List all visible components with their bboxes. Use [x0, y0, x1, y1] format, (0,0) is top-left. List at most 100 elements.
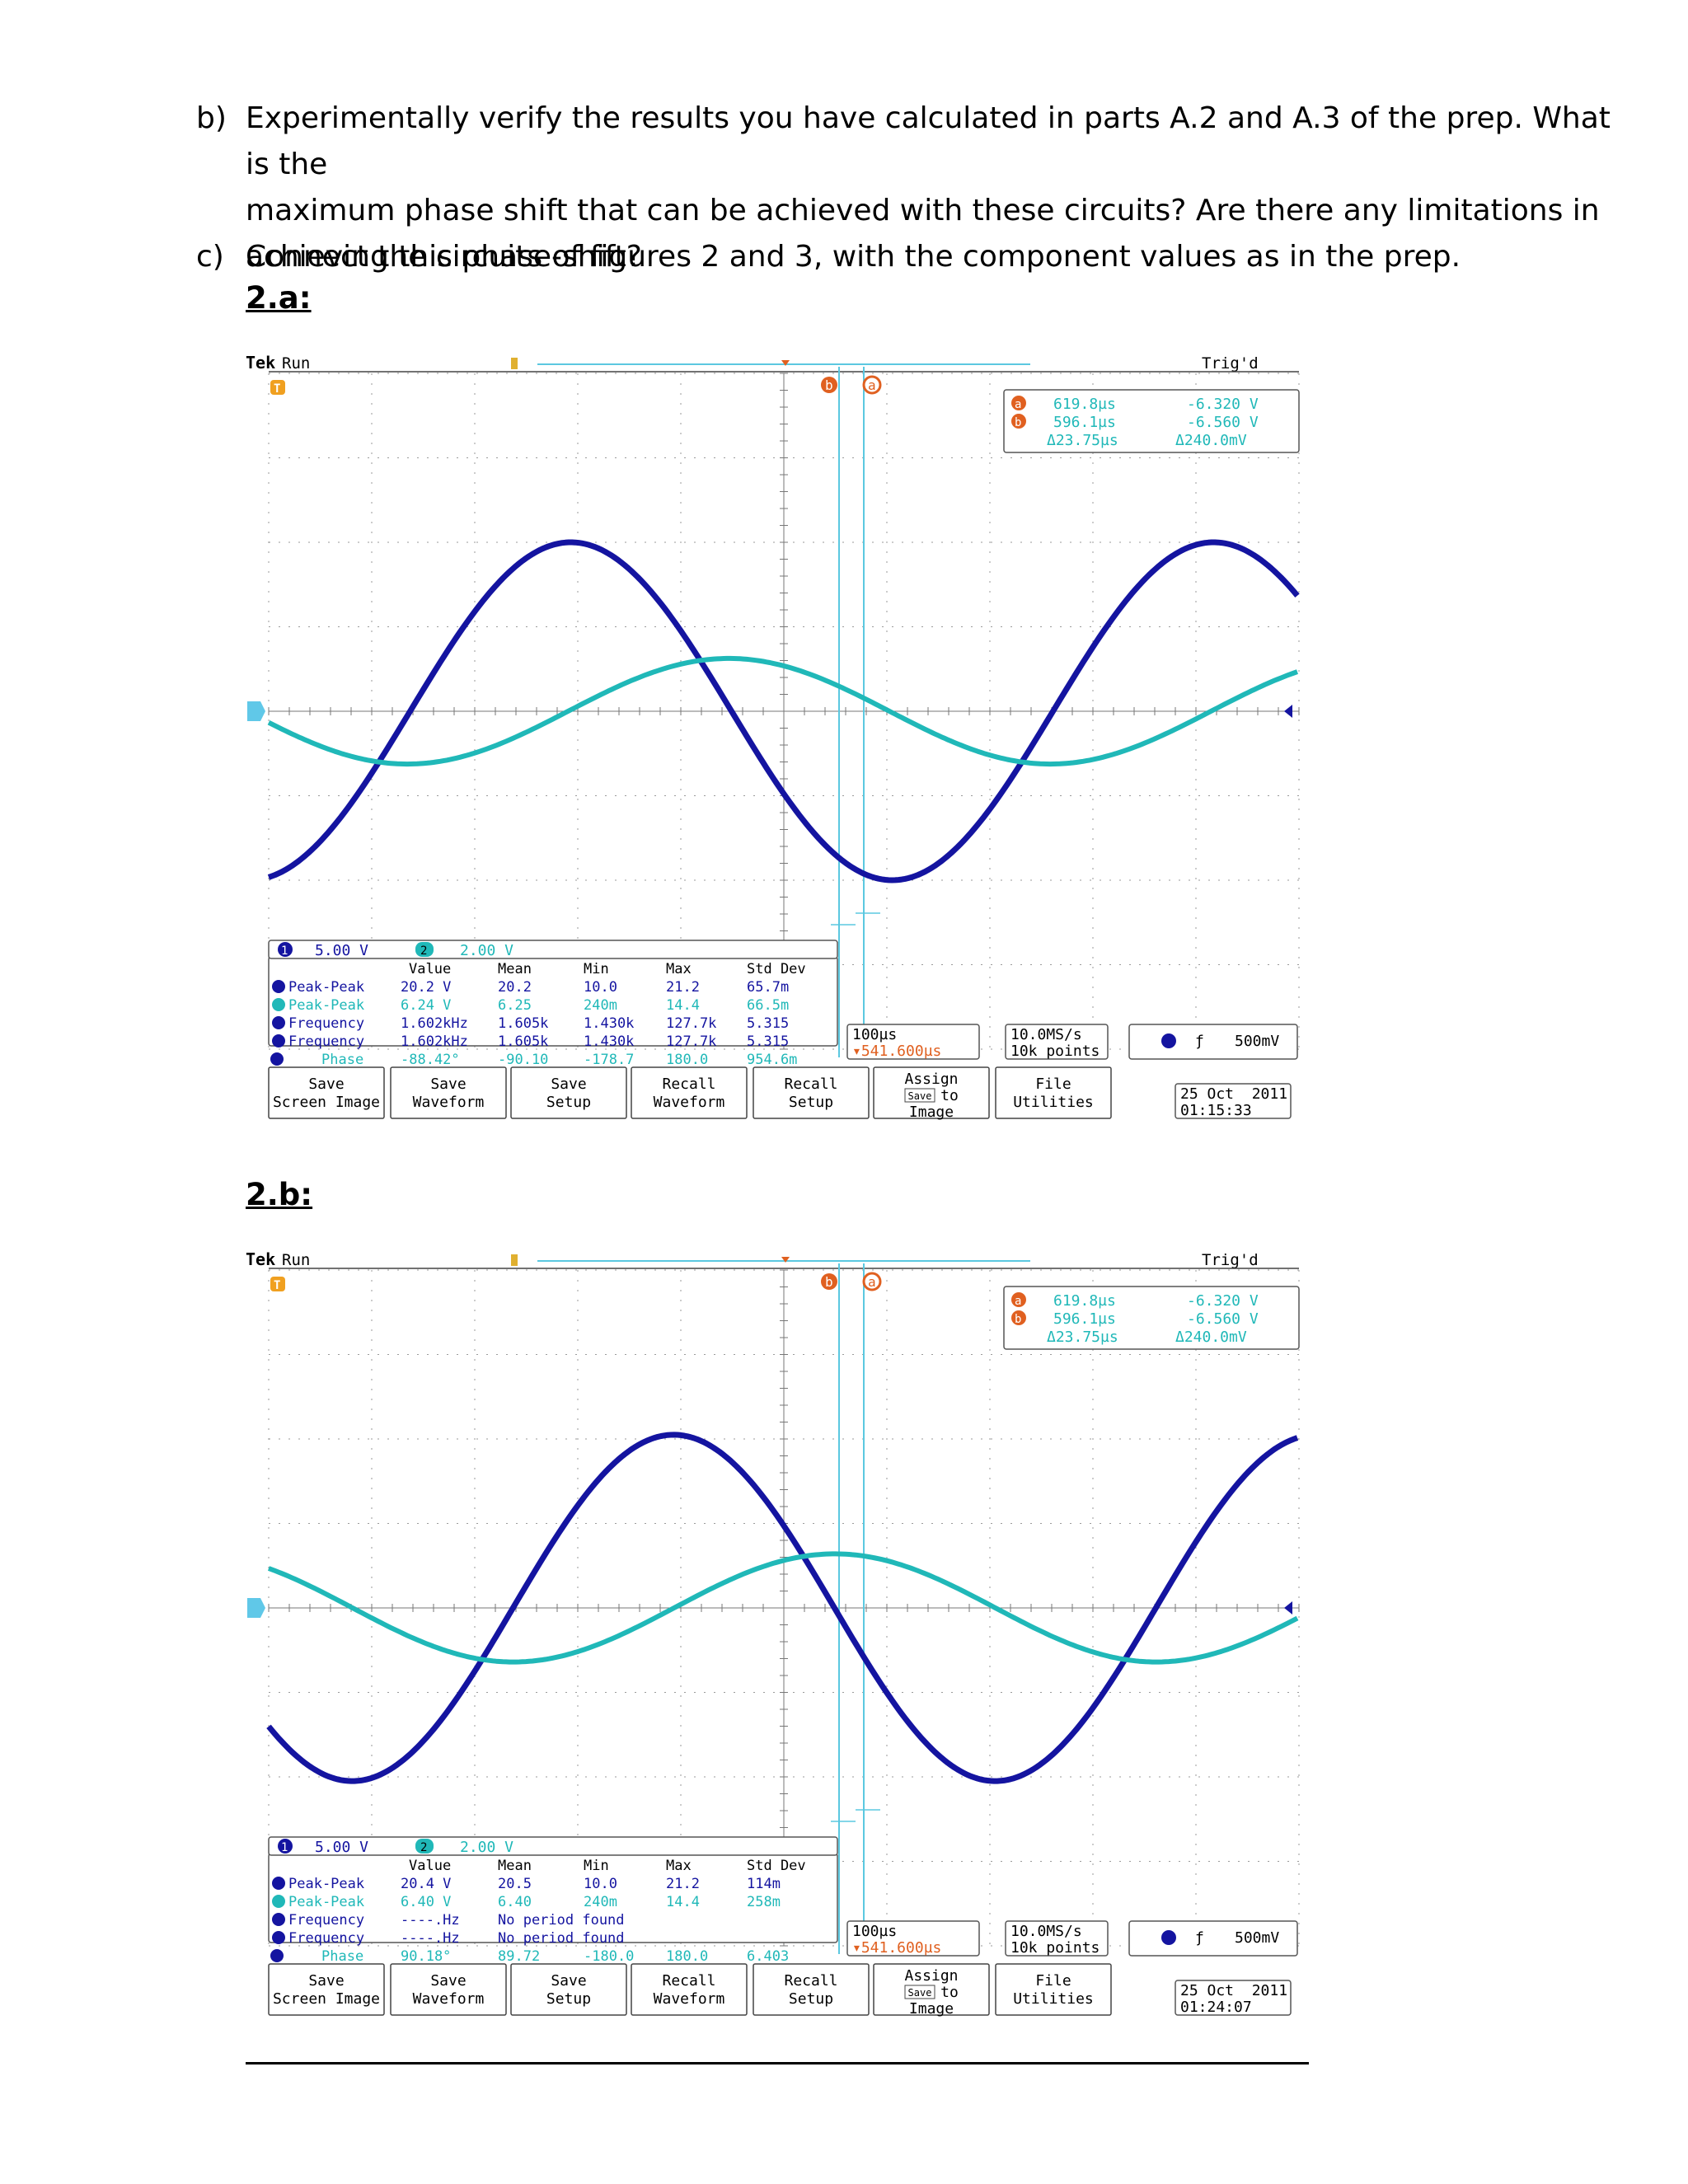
- trig-status: Trig'd: [1202, 354, 1259, 373]
- meas-min: 240m: [584, 997, 617, 1014]
- timebase-box: [846, 1920, 980, 1957]
- cursor-b-badge: [821, 1273, 837, 1290]
- measurement-panel: 1 5.00 V 2 2.00 V Value Mean Min Max Std Dev Peak…: [268, 940, 838, 1068]
- meas-row-name: Phase: [321, 1948, 363, 1965]
- trigger-point-marker: [781, 1257, 790, 1263]
- svg-text:T: T: [274, 1279, 280, 1292]
- svg-text:Save: Save: [308, 1972, 344, 1990]
- meas-row-name: Frequency: [288, 1015, 364, 1032]
- meas-value: 20.2 V: [401, 979, 451, 996]
- meas-value: ----.Hz: [401, 1912, 460, 1929]
- svg-text:File: File: [1035, 1972, 1071, 1990]
- meas-std: 5.315: [747, 1033, 789, 1050]
- svg-text:a: a: [1015, 398, 1021, 411]
- cursor-a-time: 619.8µs: [1053, 396, 1116, 413]
- trig-status: Trig'd: [1202, 1251, 1259, 1269]
- meas-max: 14.4: [666, 1894, 700, 1910]
- svg-text:Utilities: Utilities: [1013, 1990, 1094, 2008]
- svg-text:Assign: Assign: [904, 1967, 958, 1985]
- meas-mean: 6.25: [498, 997, 532, 1014]
- meas-max: 127.7k: [666, 1033, 716, 1050]
- meas-row-name: Peak-Peak: [288, 997, 364, 1014]
- meas-max: 14.4: [666, 997, 700, 1014]
- acq-state: Run: [282, 1251, 310, 1269]
- svg-text:a: a: [1015, 1295, 1021, 1308]
- acquisition-box: [1005, 1920, 1109, 1957]
- svg-text:Waveform: Waveform: [413, 1094, 485, 1111]
- timebase-box: [846, 1024, 980, 1060]
- meas-mean: 1.605k: [498, 1015, 548, 1032]
- meas-header: Max: [666, 1858, 692, 1874]
- meas-value: 1.602kHz: [401, 1015, 468, 1032]
- meas-mean: No period found: [498, 1930, 625, 1947]
- meas-min: -178.7: [584, 1052, 634, 1068]
- meas-header: Mean: [498, 1858, 532, 1874]
- waveform-ch1: [267, 539, 1300, 883]
- meas-max: 127.7k: [666, 1015, 716, 1032]
- ch2-scale: 2.00 V: [460, 1839, 513, 1856]
- meas-header: Min: [584, 961, 609, 977]
- cursor-a-time: 619.8µs: [1053, 1292, 1116, 1310]
- ch2-scale: 2.00 V: [460, 942, 513, 959]
- meas-max: 180.0: [666, 1052, 708, 1068]
- ch-ground-marker: [247, 1598, 265, 1618]
- graticule: [268, 373, 1300, 1050]
- svg-text:Utilities: Utilities: [1013, 1094, 1094, 1111]
- trigger-position: ▾541.600µs: [852, 1939, 941, 1957]
- svg-text:Recall: Recall: [784, 1972, 837, 1990]
- meas-min: 240m: [584, 1894, 617, 1910]
- meas-min: 1.430k: [584, 1033, 634, 1050]
- waveform-ch2: [267, 655, 1298, 767]
- svg-text:Image: Image: [909, 2000, 954, 2018]
- cursor-delta-volt: Δ240.0mV: [1175, 432, 1247, 449]
- svg-text:T: T: [274, 382, 280, 396]
- cursor-a-volt: -6.320 V: [1187, 1292, 1259, 1310]
- cursor-b-badge: [821, 377, 837, 393]
- meas-max: 21.2: [666, 979, 700, 996]
- meas-value: 20.4 V: [401, 1876, 451, 1892]
- svg-text:b: b: [825, 377, 833, 393]
- meas-value: 90.18°: [401, 1948, 451, 1965]
- meas-header: Value: [409, 961, 451, 977]
- question-label: b): [196, 101, 227, 135]
- meas-row-name: Peak-Peak: [288, 979, 364, 996]
- meas-std: 954.6m: [747, 1052, 797, 1068]
- meas-header: Value: [409, 1858, 451, 1874]
- meas-row-name: Frequency: [288, 1930, 364, 1947]
- meas-header: Std Dev: [747, 961, 806, 977]
- sample-rate: 10.0MS/s: [1010, 1026, 1082, 1043]
- trigger-t-icon: [270, 380, 285, 395]
- svg-text:Setup: Setup: [789, 1094, 833, 1111]
- timebase: 100µs: [852, 1026, 897, 1043]
- trigger-level-arrow: [1284, 705, 1292, 718]
- meas-row-name: Peak-Peak: [288, 1876, 364, 1892]
- question-line: Connect the circuits of figures 2 and 3,…: [246, 240, 1461, 274]
- svg-text:Assign: Assign: [904, 1071, 958, 1088]
- svg-text:1: 1: [281, 1841, 288, 1854]
- meas-mean: 20.2: [498, 979, 532, 996]
- ch1-scale: 5.00 V: [315, 942, 368, 959]
- meas-std: 66.5m: [747, 997, 789, 1014]
- svg-text:ƒ: ƒ: [1195, 1033, 1204, 1050]
- meas-min: 10.0: [584, 1876, 617, 1892]
- question-line: Experimentally verify the results you ha…: [246, 101, 1611, 181]
- meas-mean: 89.72: [498, 1948, 540, 1965]
- record-length: 10k points: [1010, 1043, 1100, 1060]
- svg-text:Save: Save: [551, 1972, 586, 1990]
- sample-rate: 10.0MS/s: [1010, 1923, 1082, 1940]
